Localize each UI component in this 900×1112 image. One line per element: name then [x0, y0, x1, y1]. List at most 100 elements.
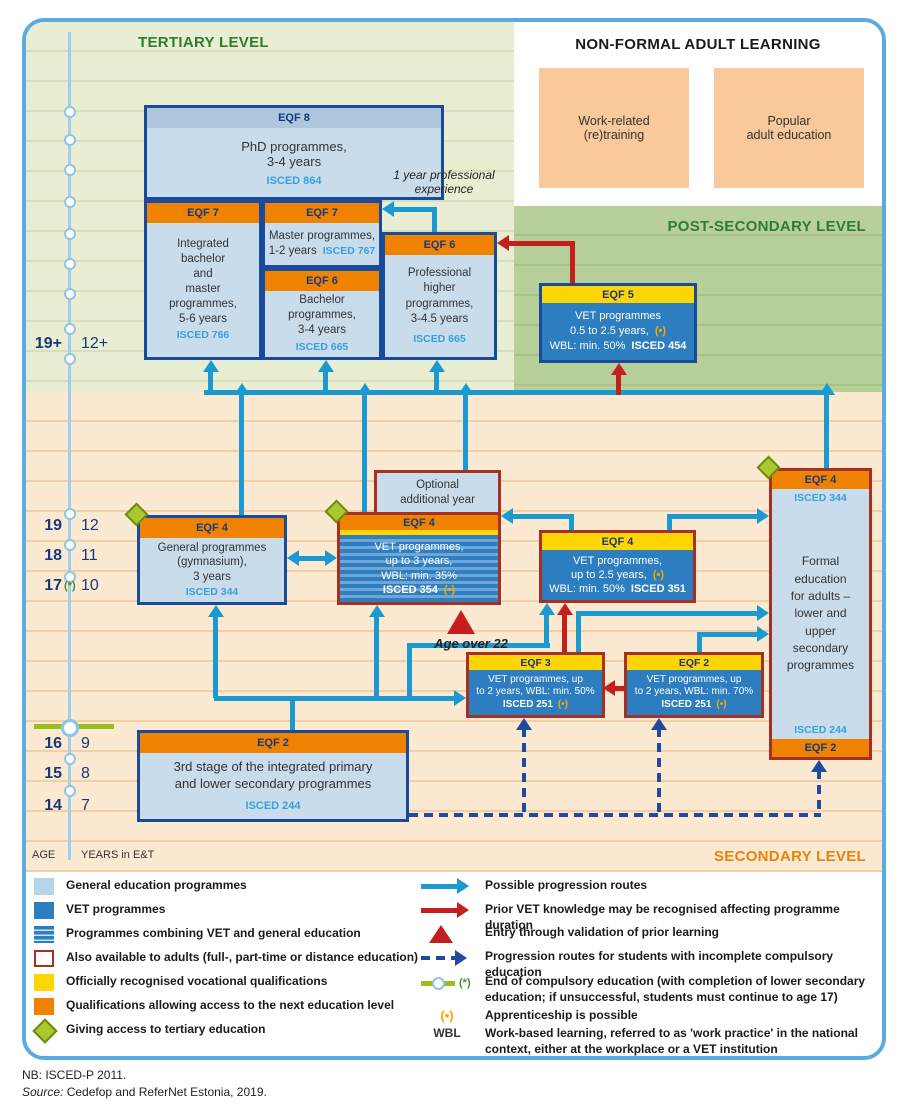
- third-stage-title: 3rd stage of the integrated primary and …: [173, 758, 373, 791]
- combined-programmes-swatch-icon: [34, 926, 54, 943]
- legend-item: Officially recognised vocational qualifi…: [34, 974, 327, 991]
- axis-node: [64, 753, 76, 765]
- years-axis-header: YEARS in E&T: [81, 849, 155, 861]
- arrow-professional-to-master: [394, 207, 437, 212]
- isced-code: ISCED 766: [176, 329, 230, 342]
- legend-label: Possible progression routes: [485, 878, 648, 892]
- arrow-branch-to-vet25: [407, 643, 550, 648]
- isced-code: ISCED 354: [382, 583, 438, 596]
- age-label: 15: [44, 765, 62, 782]
- vet-eqf3-box: EQF 3 VET programmes, up to 2 years, WBL…: [466, 652, 605, 718]
- vet3-title: up to 3 years,: [385, 555, 453, 568]
- eqf-badge: EQF 3: [469, 655, 602, 670]
- axis-node: [64, 571, 76, 583]
- age-label: 19: [44, 517, 62, 534]
- age-label: 16: [44, 735, 62, 752]
- arrowhead-left-icon: [382, 201, 394, 217]
- legend-label: Prior VET knowledge may be recognised af…: [485, 902, 840, 932]
- compulsory-end-icon: [421, 976, 455, 990]
- legend-item: Progression routes for students with inc…: [421, 949, 861, 980]
- arrow-vet25-to-vet3: [513, 514, 574, 519]
- vocational-qualification-swatch-icon: [34, 974, 54, 991]
- arrow-to-professional: [434, 372, 439, 390]
- legend-item: Possible progression routes: [421, 878, 861, 896]
- vet3-box: EQF 4 VET programmes, up to 3 years, WBL…: [337, 512, 501, 605]
- vet-eqf3-title: VET programmes, up: [488, 673, 583, 685]
- secondary-level-label: SECONDARY LEVEL: [713, 848, 866, 865]
- formal-adults-box: EQF 4 ISCED 344 Formal education for adu…: [769, 468, 872, 760]
- arrow-to-general: [213, 617, 218, 698]
- experience-note: 1 year professional experience: [393, 168, 495, 196]
- apprenticeship-icon: (•): [716, 698, 727, 710]
- general-programmes-box: EQF 4 General programmes (gymnasium), 3 …: [137, 515, 287, 605]
- general-education-swatch-icon: [34, 878, 54, 895]
- chart-panel: TERTIARY LEVEL NON-FORMAL ADULT LEARNING…: [22, 18, 886, 1060]
- axis-node: [64, 196, 76, 208]
- arrow-to-bachelor: [323, 372, 328, 390]
- arrowhead-right-icon: [757, 508, 769, 524]
- eqf-badge: EQF 2: [627, 655, 761, 670]
- age-17-star: (*): [64, 580, 76, 592]
- age-over-22-note: Age over 22: [434, 636, 508, 651]
- wbl-abbreviation: WBL: [433, 1026, 461, 1040]
- legend-label: End of compulsory education (with comple…: [485, 974, 866, 1004]
- year-label: 12+: [81, 335, 109, 352]
- legend-label: Also available to adults (full-, part-ti…: [66, 950, 419, 964]
- axis-node: [64, 134, 76, 146]
- bachelor-title: Bachelor programmes, 3-4 years: [288, 294, 356, 337]
- dashed-route-to-eqf3: [522, 728, 526, 813]
- vet-eqf3-title: to 2 years, WBL: min. 50%: [476, 686, 595, 698]
- legend-item: Also available to adults (full-, part-ti…: [34, 950, 418, 967]
- work-retraining-box: Work-related (re)training: [539, 68, 689, 188]
- vet5-title: 0.5 to 2.5 years,: [569, 325, 649, 338]
- isced-code: ISCED 344: [185, 586, 239, 598]
- arrowhead-up-icon: [458, 383, 474, 395]
- eqf-badge: EQF 7: [265, 203, 379, 223]
- arrowhead-right-icon: [757, 626, 769, 642]
- arrowhead-up-icon: [819, 383, 835, 395]
- vet-eqf2-title: to 2 years, WBL: min. 70%: [634, 686, 754, 698]
- compulsory-star: (*): [459, 976, 471, 989]
- vet25-box: EQF 4 VET programmes, up to 2.5 years, (•…: [539, 530, 696, 603]
- master-box: EQF 7 Master programmes, 1-2 years ISCED …: [262, 200, 382, 268]
- legend-label: Qualifications allowing access to the ne…: [66, 998, 395, 1012]
- red-arrow-icon: [457, 902, 469, 918]
- dashed-route-to-formal: [817, 770, 821, 813]
- arrow-optional-to-bus: [463, 395, 468, 470]
- apprenticeship-icon: (•): [652, 568, 664, 581]
- dashed-route-line: [409, 813, 821, 817]
- dashed-route-to-eqf2: [657, 728, 661, 813]
- isced-code: ISCED 665: [413, 332, 466, 345]
- master-title: Master programmes,: [268, 230, 376, 243]
- year-label: 7: [81, 797, 90, 814]
- arrowhead-up-icon: [651, 718, 667, 730]
- eqf-badge: EQF 6: [265, 271, 379, 291]
- vet-eqf2-title: VET programmes, up: [646, 673, 742, 685]
- vet-swatch-icon: [34, 902, 54, 919]
- legend-item: VET programmes: [34, 902, 165, 919]
- eqf-badge: EQF 2: [140, 733, 406, 753]
- professional-title: Professional higher programmes, 3-4.5 ye…: [405, 266, 474, 326]
- isced-code: ISCED 244: [794, 724, 847, 736]
- red-arrow-eqf3-to-vet25: [562, 615, 567, 652]
- arrowhead-left-icon: [287, 550, 299, 566]
- validation-triangle-icon: [447, 610, 475, 634]
- eqf-badge: EQF 7: [147, 203, 259, 223]
- eqf-badge: EQF 4: [140, 518, 284, 538]
- age-label: 14: [44, 797, 62, 814]
- adults-available-swatch-icon: [34, 950, 54, 967]
- legend-item: Qualifications allowing access to the ne…: [34, 998, 394, 1015]
- integrated-title: Integrated bachelor and master programme…: [169, 237, 237, 325]
- axis-node: [64, 323, 76, 335]
- legend-label: General education programmes: [66, 878, 247, 892]
- year-label: 8: [81, 765, 90, 782]
- legend-item: WBL Work-based learning, referred to as …: [421, 1026, 873, 1056]
- legend-item: Giving access to tertiary education: [32, 1018, 265, 1044]
- vet-eqf2-box: EQF 2 VET programmes, up to 2 years, WBL…: [624, 652, 764, 718]
- legend-item: Entry through validation of prior learni…: [421, 925, 861, 943]
- red-arrow-vet5-to-professional: [570, 241, 575, 283]
- apprenticeship-icon: (•): [654, 325, 667, 338]
- legend-label: Progression routes for students with inc…: [485, 949, 834, 979]
- axis-node: [64, 539, 76, 551]
